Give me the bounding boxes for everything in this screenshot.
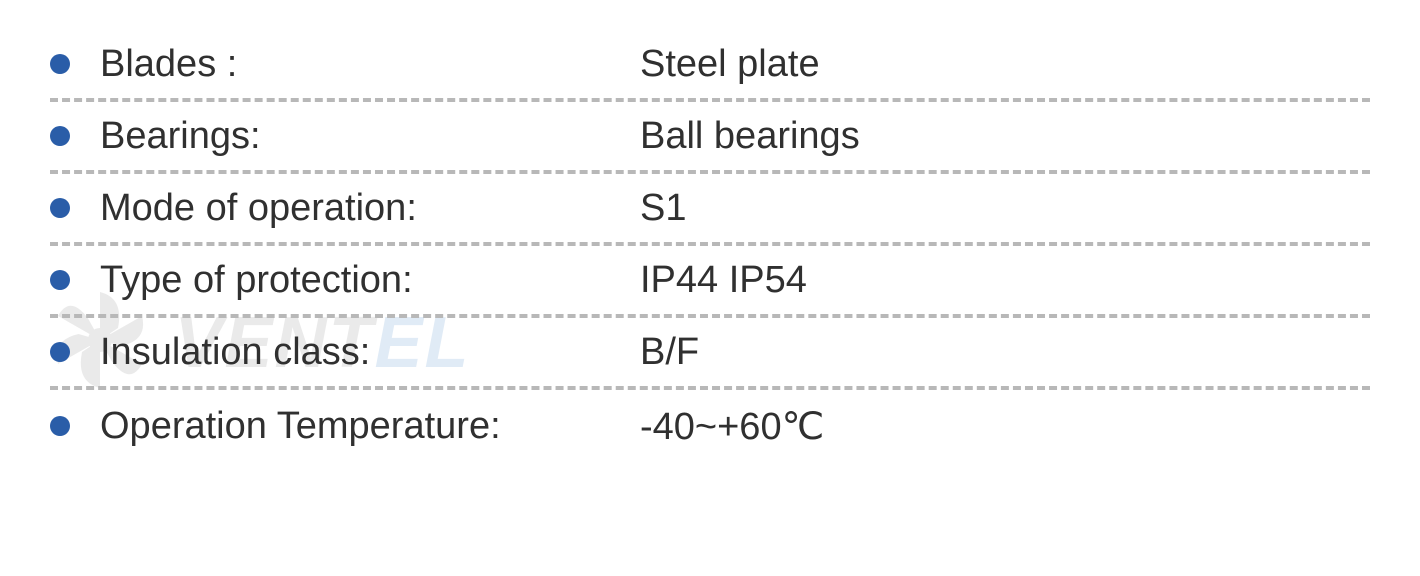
bullet-icon <box>50 54 70 74</box>
spec-row: Mode of operation: S1 <box>50 174 1370 246</box>
spec-value: Ball bearings <box>640 115 860 158</box>
bullet-icon <box>50 126 70 146</box>
spec-label: Mode of operation: <box>100 187 640 230</box>
bullet-icon <box>50 270 70 290</box>
spec-value: -40~+60℃ <box>640 404 824 449</box>
spec-label: Insulation class: <box>100 331 640 374</box>
spec-row: Operation Temperature: -40~+60℃ <box>50 390 1370 462</box>
bullet-icon <box>50 198 70 218</box>
spec-value: B/F <box>640 331 699 374</box>
spec-row: Insulation class: B/F <box>50 318 1370 390</box>
spec-label: Bearings: <box>100 115 640 158</box>
spec-label: Type of protection: <box>100 259 640 302</box>
spec-value: IP44 IP54 <box>640 259 807 302</box>
spec-value: Steel plate <box>640 43 820 86</box>
spec-row: Type of protection: IP44 IP54 <box>50 246 1370 318</box>
spec-label: Blades : <box>100 43 640 86</box>
spec-label: Operation Temperature: <box>100 405 640 448</box>
spec-list: Blades : Steel plate Bearings: Ball bear… <box>0 0 1420 492</box>
bullet-icon <box>50 416 70 436</box>
spec-row: Blades : Steel plate <box>50 30 1370 102</box>
bullet-icon <box>50 342 70 362</box>
spec-row: Bearings: Ball bearings <box>50 102 1370 174</box>
spec-value: S1 <box>640 187 686 230</box>
